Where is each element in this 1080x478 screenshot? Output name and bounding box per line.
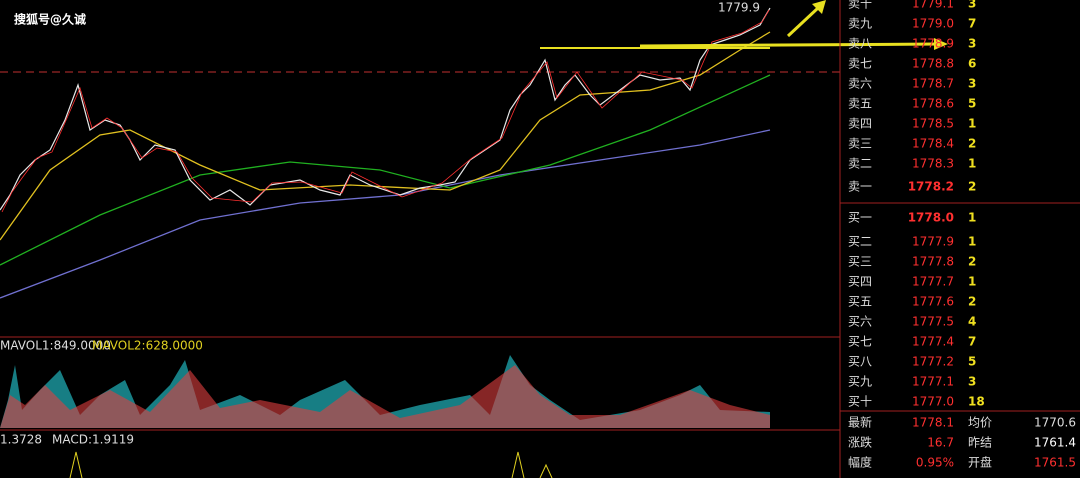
level-qty: 3 (968, 0, 976, 11)
candle-overlay (1, 9, 770, 213)
stat-value: 16.7 (927, 436, 954, 450)
level-qty: 3 (968, 375, 976, 389)
level-qty: 2 (968, 137, 976, 151)
level-label: 买八 (848, 355, 872, 369)
level-label: 卖三 (848, 137, 872, 151)
level-label: 买十 (848, 395, 872, 409)
level-price: 1777.5 (912, 315, 954, 329)
level-price: 1779.1 (912, 0, 954, 11)
macd-label: 1.3728 (0, 433, 42, 447)
level-qty: 6 (968, 57, 976, 71)
volume-label: MAVOL2:628.0000 (92, 339, 203, 353)
level-label: 买三 (848, 255, 872, 269)
arrowhead (812, 0, 826, 14)
level-price: 1778.5 (912, 117, 954, 131)
stat-label: 开盘 (968, 455, 992, 470)
level-label: 买七 (848, 335, 872, 349)
level-qty: 1 (968, 117, 976, 131)
level-qty: 2 (968, 295, 976, 309)
level-qty: 2 (968, 180, 976, 194)
level-price: 1778.0 (908, 211, 954, 225)
stat-value: 1770.6 (1034, 416, 1076, 430)
level-price: 1778.2 (908, 180, 954, 194)
level-qty: 3 (968, 37, 976, 51)
level-label: 卖一 (848, 180, 872, 194)
order-book: 卖十 1779.1 3卖九 1779.0 7卖八 1778.9 3卖七 1778.8 6卖六 17… (848, 0, 1076, 470)
level-qty: 7 (968, 335, 976, 349)
level-price: 1778.4 (912, 137, 954, 151)
watermark: 搜狐号@久诚 (14, 12, 86, 27)
level-label: 买二 (848, 235, 872, 249)
price-line (0, 7, 771, 211)
annotation-arrow (639, 42, 939, 48)
level-price: 1777.8 (912, 255, 954, 269)
level-price: 1778.9 (912, 37, 954, 51)
level-label: 卖五 (848, 97, 872, 111)
level-qty: 4 (968, 315, 976, 329)
level-price: 1778.3 (912, 157, 954, 171)
volume-bars (0, 365, 770, 428)
level-qty: 1 (968, 235, 976, 249)
stat-value: 1778.1 (912, 416, 954, 430)
level-price: 1777.7 (912, 275, 954, 289)
level-label: 卖九 (848, 17, 872, 31)
stat-value: 1761.4 (1034, 436, 1076, 450)
level-label: 买九 (848, 375, 872, 389)
stat-label: 幅度 (848, 455, 872, 470)
level-label: 买六 (848, 315, 872, 329)
macd-line (69, 451, 553, 478)
stat-label: 均价 (968, 416, 992, 430)
level-label: 卖二 (848, 157, 872, 171)
level-label: 买五 (848, 295, 872, 309)
stat-label: 涨跌 (848, 435, 872, 450)
level-label: 卖八 (848, 37, 872, 51)
level-price: 1779.0 (912, 17, 954, 31)
level-qty: 7 (968, 17, 976, 31)
level-qty: 18 (968, 395, 985, 409)
level-qty: 1 (968, 157, 976, 171)
level-label: 买四 (848, 275, 872, 289)
level-qty: 2 (968, 255, 976, 269)
level-price: 1777.1 (912, 375, 954, 389)
arrowhead (934, 38, 948, 50)
level-label: 卖十 (848, 0, 872, 11)
level-price: 1777.4 (912, 335, 954, 349)
level-label: 买一 (848, 211, 872, 225)
annotation-arrow (786, 6, 820, 38)
macd-label: MACD:1.9119 (52, 433, 134, 447)
ma-line (0, 74, 771, 266)
level-label: 卖七 (848, 57, 872, 71)
level-qty: 5 (968, 355, 976, 369)
volume-label: MAVOL1:849.0000 (0, 339, 111, 353)
stat-label: 昨结 (968, 436, 992, 450)
peak-label: 1779.9 (718, 1, 760, 15)
level-price: 1778.8 (912, 57, 954, 71)
level-qty: 1 (968, 211, 976, 225)
stat-label: 最新 (848, 415, 872, 430)
stat-value: 0.95% (916, 456, 954, 470)
level-label: 卖四 (848, 117, 872, 131)
level-qty: 3 (968, 77, 976, 91)
level-price: 1777.9 (912, 235, 954, 249)
level-qty: 5 (968, 97, 976, 111)
level-price: 1777.6 (912, 295, 954, 309)
stat-value: 1761.5 (1034, 456, 1076, 470)
ma-line (0, 31, 771, 241)
level-price: 1778.6 (912, 97, 954, 111)
level-price: 1778.7 (912, 77, 954, 91)
level-price: 1777.0 (912, 395, 954, 409)
level-qty: 1 (968, 275, 976, 289)
level-price: 1777.2 (912, 355, 954, 369)
level-label: 卖六 (848, 77, 872, 91)
